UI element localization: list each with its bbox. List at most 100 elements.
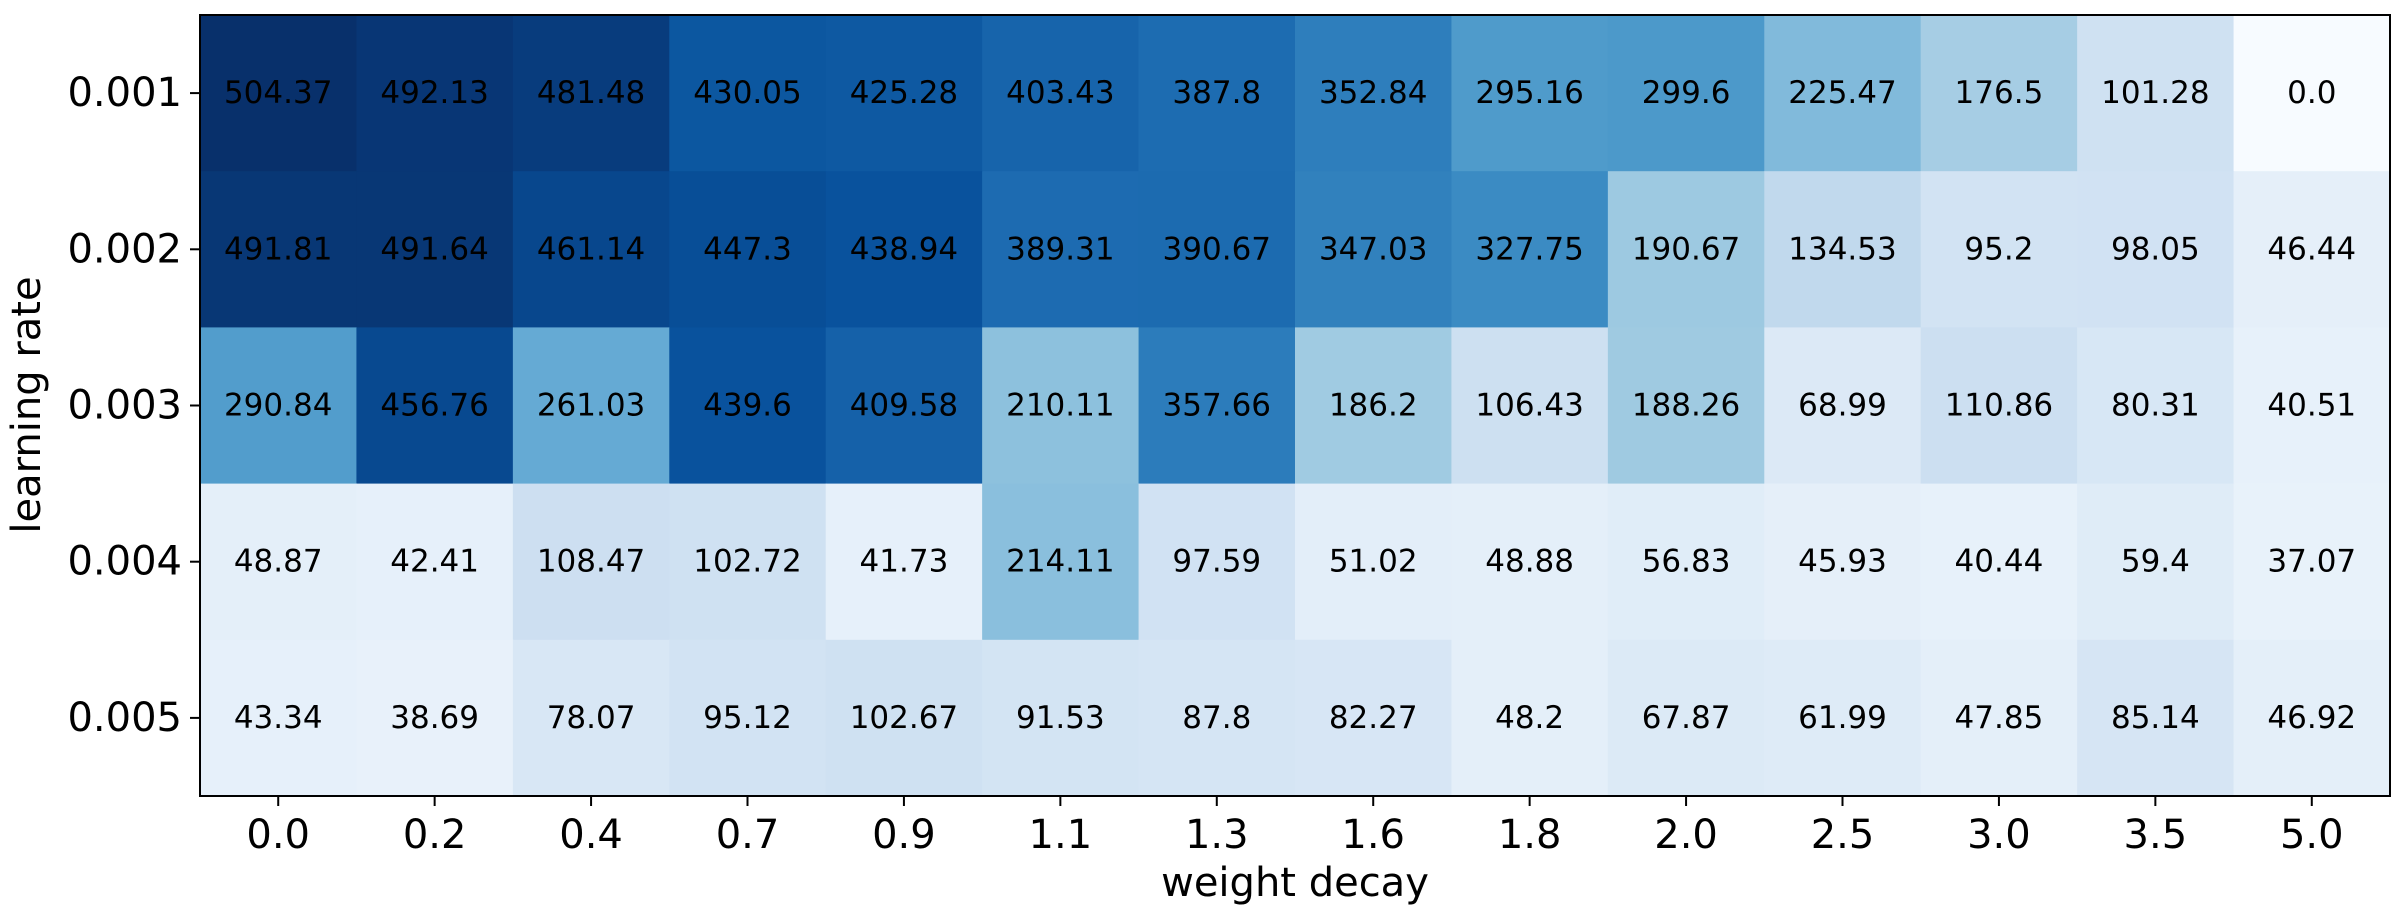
- heatmap-cell: [2233, 483, 2391, 641]
- heatmap-cell-label: 492.13: [380, 75, 488, 111]
- heatmap-cell: [2077, 483, 2235, 641]
- x-tick-label: 0.4: [559, 812, 623, 858]
- heatmap-cell-label: 504.37: [224, 75, 332, 111]
- heatmap-cell: [825, 327, 983, 485]
- x-tick-label: 3.5: [2124, 812, 2188, 858]
- heatmap-cell: [825, 171, 983, 328]
- heatmap-cell-label: 290.84: [224, 388, 332, 424]
- heatmap-cell-label: 82.27: [1329, 700, 1418, 736]
- heatmap-cell-label: 40.44: [1955, 544, 2044, 580]
- heatmap-cell: [1764, 483, 1922, 641]
- heatmap-cell: [1920, 171, 2078, 328]
- heatmap-cell: [1607, 327, 1765, 485]
- heatmap-cell: [1138, 327, 1296, 485]
- heatmap-cell: [2077, 327, 2235, 485]
- heatmap-cell: [2077, 171, 2235, 328]
- heatmap-cell: [1451, 483, 1609, 641]
- x-tick-label: 3.0: [1967, 812, 2031, 858]
- heatmap-cell-label: 46.92: [2267, 700, 2356, 736]
- x-tick-label: 1.6: [1341, 812, 1405, 858]
- heatmap-cell-label: 38.69: [390, 700, 479, 736]
- heatmap-cell-label: 48.2: [1495, 700, 1564, 736]
- heatmap-cell-label: 42.41: [390, 544, 479, 580]
- x-tick-label: 2.5: [1811, 812, 1875, 858]
- heatmap-cell-label: 101.28: [2101, 75, 2209, 111]
- heatmap-cell: [1138, 483, 1296, 641]
- heatmap-cell-label: 102.72: [693, 544, 801, 580]
- heatmap-cell-label: 41.73: [860, 544, 949, 580]
- heatmap-cell: [1920, 15, 2078, 172]
- heatmap-cell-label: 409.58: [850, 388, 958, 424]
- heatmap-cell-label: 439.6: [703, 388, 792, 424]
- heatmap-cell-label: 188.26: [1632, 388, 1740, 424]
- heatmap-cell: [2233, 327, 2391, 485]
- heatmap-cell: [1451, 327, 1609, 485]
- heatmap-cell: [2077, 15, 2235, 172]
- heatmap-cell: [200, 171, 358, 328]
- heatmap-cell: [669, 15, 827, 172]
- heatmap-cell: [982, 15, 1140, 172]
- heatmap-cell: [512, 483, 670, 641]
- heatmap-cell-label: 438.94: [850, 231, 958, 267]
- heatmap-cell-labels: 504.37 492.13 481.48 430.05 425.28 403.43 387.…: [224, 75, 2356, 736]
- heatmap-cell-label: 110.86: [1945, 388, 2053, 424]
- heatmap-cell: [1764, 15, 1922, 172]
- heatmap-cell: [1451, 171, 1609, 328]
- heatmap-cell: [1138, 171, 1296, 328]
- heatmap-cell-label: 59.4: [2121, 544, 2190, 580]
- heatmap-cell-label: 40.51: [2267, 388, 2356, 424]
- heatmap-cell: [1295, 15, 1453, 172]
- y-tick-label: 0.003: [67, 383, 182, 429]
- heatmap-cell: [669, 327, 827, 485]
- heatmap-cell: [1607, 15, 1765, 172]
- heatmap-cell-label: 56.83: [1642, 544, 1731, 580]
- heatmap-cell-label: 210.11: [1006, 388, 1114, 424]
- heatmap-cell: [512, 171, 670, 328]
- heatmap-cell-label: 45.93: [1798, 544, 1887, 580]
- y-tick-label: 0.005: [67, 695, 182, 741]
- heatmap-cell-label: 491.64: [380, 231, 488, 267]
- heatmap-cell-label: 106.43: [1475, 388, 1583, 424]
- heatmap-cell-label: 299.6: [1642, 75, 1731, 111]
- heatmap-cell: [1607, 639, 1765, 797]
- heatmap-cell: [982, 171, 1140, 328]
- heatmap-cell-label: 190.67: [1632, 231, 1740, 267]
- heatmap-cell: [1138, 639, 1296, 797]
- heatmap-cell-label: 91.53: [1016, 700, 1105, 736]
- heatmap-cell-label: 85.14: [2111, 700, 2200, 736]
- heatmap-cell: [2233, 171, 2391, 328]
- heatmap-cell: [356, 327, 514, 485]
- heatmap-cell-label: 48.87: [234, 544, 323, 580]
- heatmap-cell: [1295, 639, 1453, 797]
- heatmap-cell-label: 456.76: [380, 388, 488, 424]
- heatmap-cell: [1451, 639, 1609, 797]
- heatmap-cell: [1295, 171, 1453, 328]
- heatmap-cell: [669, 171, 827, 328]
- heatmap-cell: [2077, 639, 2235, 797]
- x-tick-label: 1.1: [1029, 812, 1093, 858]
- heatmap-cell-label: 347.03: [1319, 231, 1427, 267]
- heatmap-cell-label: 78.07: [547, 700, 636, 736]
- heatmap-cell: [1451, 15, 1609, 172]
- heatmap-cell: [669, 639, 827, 797]
- heatmap-cell-label: 67.87: [1642, 700, 1731, 736]
- heatmap-cell-label: 46.44: [2267, 231, 2356, 267]
- heatmap-cell: [825, 639, 983, 797]
- heatmap-cell-label: 108.47: [537, 544, 645, 580]
- heatmap-cell-label: 461.14: [537, 231, 645, 267]
- heatmap-cell-label: 95.12: [703, 700, 792, 736]
- x-tick-label: 0.0: [246, 812, 310, 858]
- heatmap-cell-label: 80.31: [2111, 388, 2200, 424]
- x-tick-label: 0.7: [716, 812, 780, 858]
- heatmap-cell-label: 327.75: [1475, 231, 1583, 267]
- heatmap-cell: [1920, 639, 2078, 797]
- heatmap-cell: [512, 327, 670, 485]
- heatmap-cell: [356, 639, 514, 797]
- y-axis: 0.001 0.002 0.003 0.004 0.005: [67, 70, 200, 741]
- heatmap-cell: [2233, 15, 2391, 172]
- heatmap-cell: [1764, 639, 1922, 797]
- heatmap-cell-label: 186.2: [1329, 388, 1418, 424]
- x-axis-label: weight decay: [1161, 860, 1429, 906]
- heatmap-cell-label: 47.85: [1955, 700, 2044, 736]
- heatmap-cell: [200, 15, 358, 172]
